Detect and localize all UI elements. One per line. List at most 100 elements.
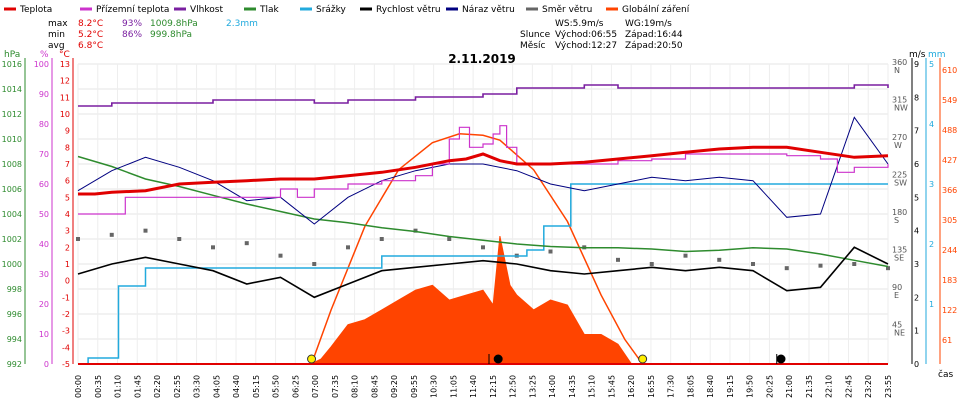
wind-direction-point bbox=[413, 228, 418, 233]
legend-label-1: Přízemní teplota bbox=[96, 5, 169, 15]
series-layer bbox=[76, 84, 890, 365]
pressure-axis-tick-12: 992 bbox=[7, 360, 22, 369]
wind-axis-tick-8: 1 bbox=[914, 327, 919, 336]
radiation-axis-tick-2: 488 bbox=[942, 126, 957, 135]
legend-label-2: Vlhkost bbox=[190, 5, 223, 15]
x-tick-34: 19:50 bbox=[746, 375, 755, 398]
wind-direction-point bbox=[481, 245, 485, 250]
x-tick-32: 18:40 bbox=[706, 375, 715, 398]
wind-axis-tick-9: 0 bbox=[914, 360, 919, 369]
pressure-axis-tick-6: 1004 bbox=[2, 210, 22, 219]
wind-direction-point bbox=[818, 263, 823, 268]
moonrise-marker bbox=[493, 354, 503, 364]
pressure-axis-tick-5: 1006 bbox=[2, 185, 22, 194]
direction-dir-5: SE bbox=[894, 254, 904, 263]
direction-dir-4: S bbox=[894, 216, 899, 225]
legend-label-5: Rychlost větru bbox=[376, 5, 441, 15]
temperature-axis-tick-9: 4 bbox=[65, 210, 70, 219]
info-sunset: Západ:16:44 bbox=[625, 30, 683, 40]
humidity-axis-tick-8: 20 bbox=[39, 300, 49, 309]
direction-deg-2: 270 bbox=[892, 133, 907, 142]
x-axis-label: čas bbox=[938, 369, 953, 380]
direction-dir-6: E bbox=[894, 291, 899, 300]
axis-units: hPa % °C m/s mm čas bbox=[4, 50, 953, 380]
temperature-axis-tick-2: 11 bbox=[60, 93, 70, 102]
x-tick-21: 12:15 bbox=[489, 375, 498, 398]
wind-direction-point bbox=[244, 241, 249, 246]
rain-axis-tick-4: 1 bbox=[929, 300, 934, 309]
rain-axis-tick-3: 2 bbox=[929, 240, 934, 249]
x-tick-26: 15:10 bbox=[588, 375, 597, 398]
rain-line bbox=[78, 183, 888, 365]
temperature-axis-tick-16: -3 bbox=[62, 327, 70, 336]
x-tick-11: 06:25 bbox=[291, 375, 300, 398]
temperature-axis-tick-0: 13 bbox=[60, 60, 70, 69]
x-tick-14: 08:10 bbox=[351, 375, 360, 398]
wind-direction-point bbox=[717, 257, 722, 262]
direction-deg-1: 315 bbox=[892, 96, 907, 105]
x-tick-27: 15:45 bbox=[607, 375, 616, 398]
rain-unit: mm bbox=[928, 50, 946, 60]
radiation-axis-tick-6: 244 bbox=[942, 246, 957, 255]
direction-dir-7: NE bbox=[894, 329, 905, 338]
rain-axis-tick-2: 3 bbox=[929, 180, 934, 189]
humidity-axis-tick-7: 30 bbox=[39, 270, 49, 279]
wind-axis-tick-4: 5 bbox=[914, 193, 919, 202]
stats-max-temp: 8.2°C bbox=[78, 19, 103, 29]
x-tick-9: 05:15 bbox=[252, 375, 261, 398]
direction-deg-4: 180 bbox=[892, 208, 907, 217]
pressure-axis-tick-9: 998 bbox=[7, 285, 22, 294]
pressure-axis-tick-7: 1002 bbox=[2, 235, 22, 244]
temperature-axis-tick-11: 2 bbox=[65, 243, 70, 252]
wind-speed-line bbox=[77, 246, 889, 299]
wind-direction-point bbox=[784, 266, 789, 271]
pressure-line bbox=[77, 155, 889, 268]
temperature-unit: °C bbox=[59, 50, 70, 60]
x-tick-41: 23:55 bbox=[884, 375, 893, 398]
x-axis: 00:00 00:35 01:10 01:45 02:20 02:55 03:30 04:05… bbox=[74, 363, 893, 398]
x-tick-20: 11:40 bbox=[469, 375, 478, 398]
wind-axis-tick-2: 7 bbox=[914, 127, 919, 136]
x-tick-38: 22:10 bbox=[825, 375, 834, 398]
stats-max-label: max bbox=[48, 19, 68, 29]
temperature-axis-tick-13: 0 bbox=[65, 277, 70, 286]
x-tick-10: 05:50 bbox=[272, 375, 281, 398]
radiation-axis-tick-7: 183 bbox=[942, 276, 957, 285]
pressure-axis-tick-8: 1000 bbox=[2, 260, 22, 269]
x-tick-8: 04:40 bbox=[232, 375, 241, 398]
x-tick-2: 01:10 bbox=[114, 375, 123, 398]
radiation-axis-tick-0: 610 bbox=[942, 66, 957, 75]
stats-min-hum: 86% bbox=[122, 30, 142, 40]
info-sunrise: Východ:06:55 bbox=[555, 30, 617, 40]
x-tick-12: 07:00 bbox=[311, 375, 320, 398]
info-sun-label: Slunce bbox=[520, 30, 551, 40]
legend-label-3: Tlak bbox=[259, 5, 280, 15]
direction-dir-2: W bbox=[894, 141, 902, 150]
radiation-theoretical-line bbox=[310, 133, 644, 365]
humidity-axis-tick-6: 40 bbox=[39, 240, 49, 249]
pressure-axis-tick-0: 1016 bbox=[2, 60, 22, 69]
temperature-axis-tick-1: 12 bbox=[60, 77, 70, 86]
stats-panel: max 8.2°C 93% 1009.8hPa 2.3mm min 5.2°C … bbox=[48, 19, 258, 51]
x-tick-1: 00:35 bbox=[94, 375, 103, 398]
info-panel: WS:5.9m/s WG:19m/s Slunce Východ:06:55 Z… bbox=[520, 19, 683, 51]
x-tick-29: 16:55 bbox=[647, 375, 656, 398]
temperature-axis-tick-6: 7 bbox=[65, 160, 70, 169]
temperature-axis-tick-10: 3 bbox=[65, 227, 70, 236]
temperature-axis-tick-15: -2 bbox=[62, 310, 70, 319]
direction-dir-3: SW bbox=[894, 179, 907, 188]
markers bbox=[307, 354, 786, 364]
info-moonset: Západ:20:50 bbox=[625, 41, 683, 51]
wind-direction-point bbox=[312, 262, 317, 266]
wind-axis-tick-1: 8 bbox=[914, 93, 919, 102]
radiation-axis-tick-4: 366 bbox=[942, 186, 957, 195]
humidity-line bbox=[78, 84, 889, 107]
x-tick-19: 11:05 bbox=[449, 375, 458, 398]
temperature-axis-tick-17: -4 bbox=[62, 343, 70, 352]
x-tick-16: 09:20 bbox=[390, 375, 399, 398]
stats-avg-label: avg bbox=[48, 41, 65, 51]
radiation-axis-tick-5: 305 bbox=[942, 216, 957, 225]
wind-axis-tick-3: 6 bbox=[914, 160, 919, 169]
humidity-axis-tick-4: 60 bbox=[39, 180, 49, 189]
temperature-axis-tick-3: 10 bbox=[60, 110, 70, 119]
